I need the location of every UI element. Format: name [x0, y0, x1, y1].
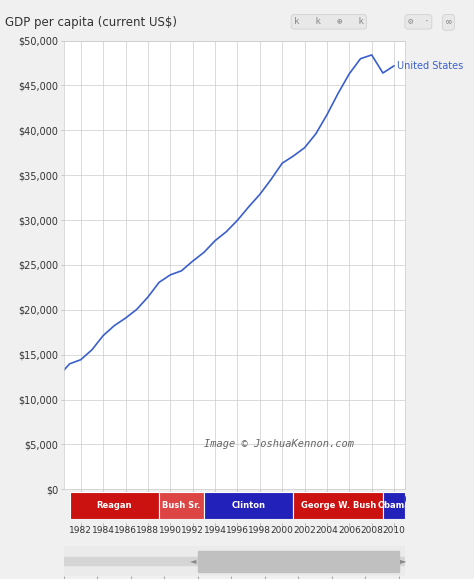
Text: 2002: 2002 [293, 526, 316, 534]
Text: k   k   ⊕   k: k k ⊕ k [294, 17, 364, 27]
Text: ⚙  ·: ⚙ · [408, 17, 429, 27]
Text: 1982: 1982 [69, 526, 92, 534]
Text: ∞: ∞ [446, 17, 451, 27]
Bar [159, 492, 204, 519]
Text: 1992: 1992 [181, 526, 204, 534]
Bar [64, 558, 405, 565]
Text: Reagan: Reagan [97, 501, 132, 510]
Text: George W. Bush: George W. Bush [301, 501, 376, 510]
Text: 1996: 1996 [226, 526, 249, 534]
Text: 2010: 2010 [383, 526, 406, 534]
Text: 2004: 2004 [316, 526, 338, 534]
Text: 2008: 2008 [360, 526, 383, 534]
Text: 1994: 1994 [204, 526, 227, 534]
Bar [198, 551, 399, 571]
Text: ◄: ◄ [190, 556, 197, 566]
Bar [70, 492, 159, 519]
Bar [204, 492, 293, 519]
Text: Clinton: Clinton [232, 501, 265, 510]
Text: 1986: 1986 [114, 526, 137, 534]
Text: 1998: 1998 [248, 526, 271, 534]
Text: 1988: 1988 [137, 526, 159, 534]
Text: 2006: 2006 [338, 526, 361, 534]
Bar [293, 492, 383, 519]
Text: 1984: 1984 [91, 526, 115, 534]
Text: 2000: 2000 [271, 526, 293, 534]
Text: Bush Sr.: Bush Sr. [162, 501, 201, 510]
Text: 1990: 1990 [159, 526, 182, 534]
Text: United States: United States [397, 61, 464, 71]
Text: Obama: Obama [378, 501, 410, 510]
Text: GDP per capita (current US$): GDP per capita (current US$) [5, 16, 177, 29]
Text: ►: ► [400, 556, 406, 566]
Text: Image © JoshuaKennon.com: Image © JoshuaKennon.com [204, 439, 354, 449]
Bar [383, 492, 405, 519]
